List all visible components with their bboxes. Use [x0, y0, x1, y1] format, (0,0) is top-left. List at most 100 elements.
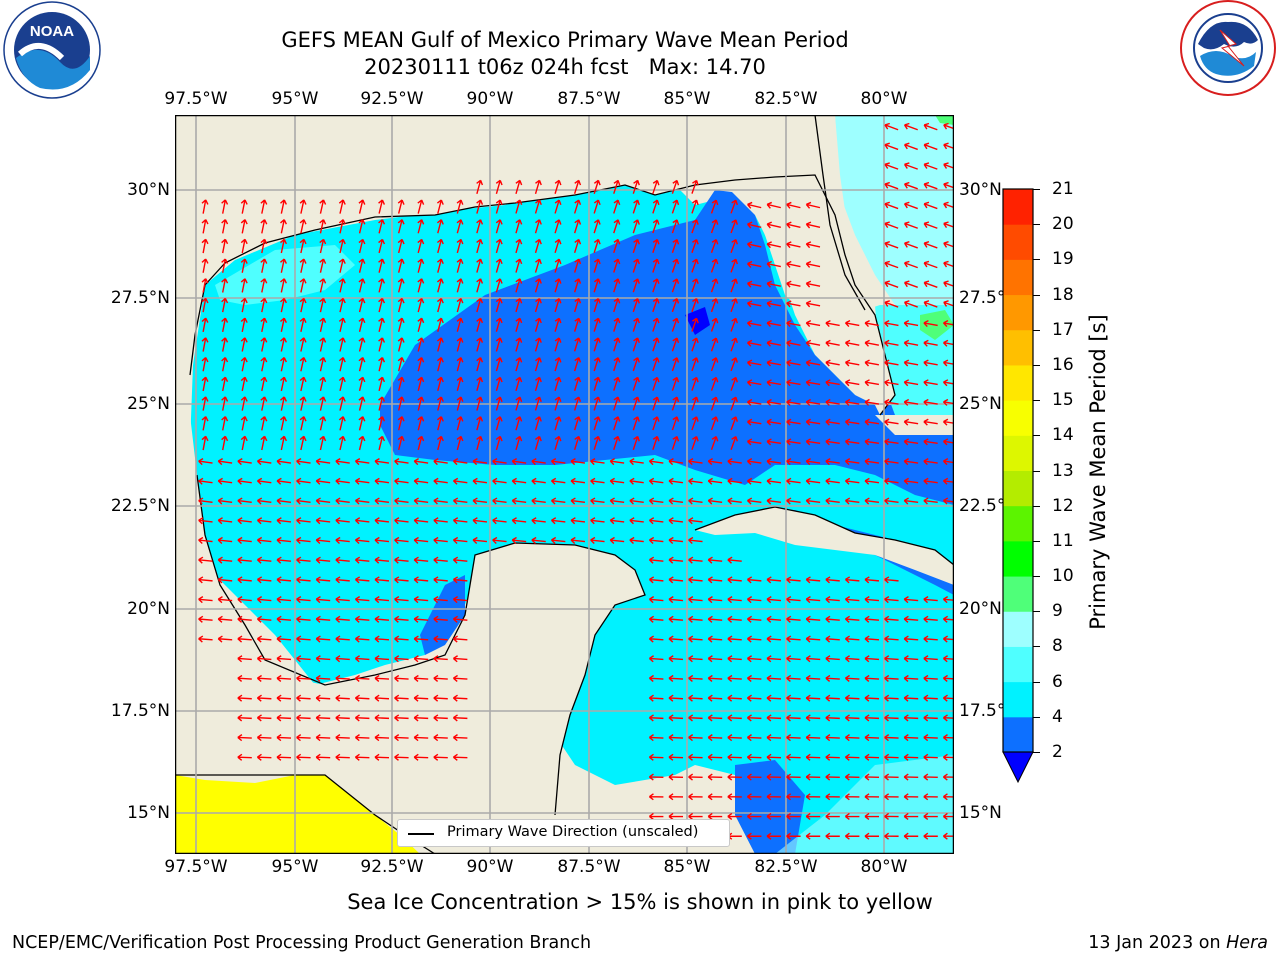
wave-arrow: [786, 438, 801, 446]
wave-arrow: [825, 753, 840, 761]
wave-arrow: [436, 278, 444, 293]
wave-arrow: [629, 536, 644, 544]
wave-arrow: [240, 337, 248, 352]
wave-arrow: [805, 260, 821, 268]
wave-arrow: [201, 238, 209, 254]
wave-arrow: [844, 458, 860, 466]
wave-arrow: [688, 773, 703, 781]
wave-arrow: [746, 812, 762, 821]
wave-arrow: [691, 219, 699, 234]
wave-arrow: [825, 359, 840, 367]
wave-arrow: [786, 615, 801, 623]
wave-arrow: [394, 635, 409, 643]
wave-arrow: [668, 753, 684, 761]
wave-arrow: [884, 162, 899, 170]
lat-label-left: 30°N: [127, 180, 170, 200]
wave-arrow: [495, 376, 503, 391]
wave-arrow: [456, 238, 464, 254]
wave-arrow: [668, 477, 684, 485]
wave-arrow: [825, 773, 840, 781]
wave-arrow: [260, 297, 268, 313]
wave-arrow: [923, 734, 938, 742]
wave-arrow: [805, 359, 821, 367]
wave-arrow: [727, 714, 742, 722]
colorbar-swatch: [1003, 435, 1033, 471]
wave-arrow: [786, 221, 801, 229]
wave-arrow: [338, 357, 346, 372]
wave-arrow: [515, 376, 523, 391]
wave-arrow: [825, 793, 840, 801]
wave-arrow: [786, 793, 801, 801]
wave-arrow: [335, 635, 350, 643]
wave-arrow: [217, 497, 233, 505]
wave-arrow: [573, 435, 582, 451]
colorbar-swatch: [1003, 364, 1033, 401]
wave-arrow: [844, 477, 860, 485]
wave-arrow: [394, 753, 409, 761]
wave-arrow: [573, 258, 582, 273]
wave-arrow: [335, 497, 350, 505]
wave-arrow: [417, 337, 425, 352]
wave-arrow: [746, 458, 762, 466]
wave-arrow: [707, 812, 723, 821]
wave-arrow: [710, 219, 719, 234]
wave-arrow: [515, 278, 523, 293]
wave-arrow: [394, 714, 409, 722]
wave-arrow: [923, 812, 938, 821]
colorbar-tick-mark: [1033, 470, 1040, 472]
wave-arrow: [550, 458, 566, 466]
wave-arrow: [452, 497, 468, 505]
wave-arrow: [515, 435, 523, 451]
wave-arrow: [433, 635, 448, 643]
wave-arrow: [550, 497, 566, 505]
wave-arrow: [805, 674, 821, 683]
wave-arrow: [864, 339, 879, 347]
wave-arrow: [923, 596, 938, 604]
wave-arrow: [217, 635, 233, 643]
wave-arrow: [593, 337, 601, 352]
wave-arrow: [903, 793, 919, 801]
wave-arrow: [844, 714, 860, 722]
wave-arrow: [452, 734, 468, 742]
wave-arrow: [691, 396, 699, 411]
wave-arrow: [786, 832, 801, 840]
wave-arrow: [394, 477, 409, 485]
wave-arrow: [378, 396, 386, 411]
wave-arrow: [786, 714, 801, 722]
wave-arrow: [648, 458, 664, 466]
footer-date-text: 13 Jan 2023 on: [1088, 933, 1227, 953]
wave-arrow: [260, 396, 268, 411]
wave-arrow: [319, 317, 327, 332]
lon-label-bottom: 87.5°W: [557, 857, 621, 877]
wave-arrow: [903, 260, 918, 269]
wave-arrow: [198, 536, 213, 544]
wave-arrow: [668, 556, 684, 564]
wave-arrow: [691, 357, 699, 372]
wave-arrow: [825, 635, 840, 643]
wave-arrow: [358, 376, 366, 392]
wave-arrow: [276, 556, 292, 564]
wave-arrow: [786, 655, 801, 663]
wave-arrow: [707, 674, 723, 683]
colorbar-tick-label: 4: [1052, 706, 1063, 727]
wave-arrow: [746, 418, 762, 426]
wave-arrow: [476, 219, 484, 234]
coastline-north: [189, 174, 896, 416]
wave-arrow: [903, 674, 919, 683]
wave-arrow: [844, 734, 860, 742]
wave-arrow: [688, 497, 703, 505]
wave-arrow: [648, 734, 664, 742]
wave-arrow: [884, 773, 899, 781]
wave-arrow: [844, 694, 860, 702]
wave-arrow: [299, 258, 307, 273]
wave-arrow: [730, 298, 738, 313]
wave-arrow: [237, 635, 252, 643]
wave-arrow: [648, 793, 664, 801]
wave-arrow: [730, 435, 738, 450]
wave-arrow: [495, 435, 503, 451]
wave-arrow: [942, 635, 954, 643]
wave-arrow: [652, 435, 660, 451]
wave-arrow: [613, 219, 621, 234]
wave-arrow: [299, 238, 307, 254]
wave-arrow: [590, 497, 605, 505]
